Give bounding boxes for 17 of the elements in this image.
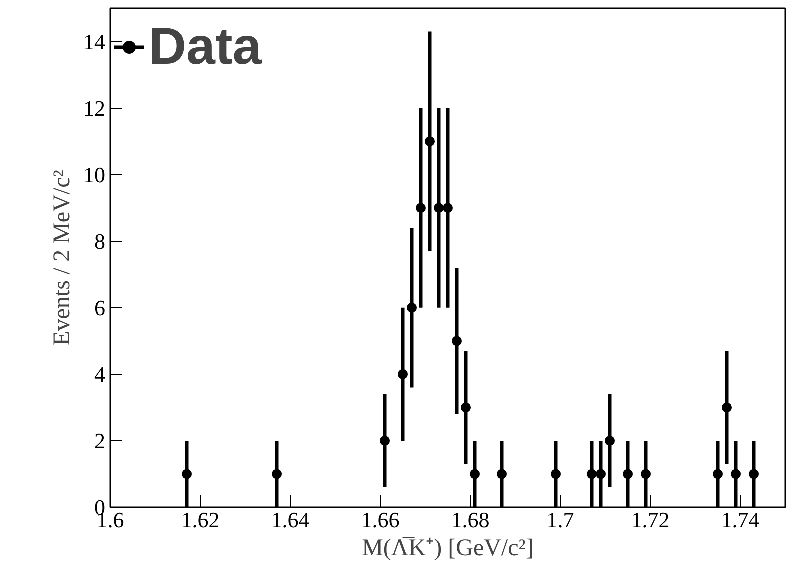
y-tick-label: 2 — [94, 428, 106, 454]
x-tick-label: 1.72 — [631, 508, 670, 532]
y-tick-label: 4 — [94, 362, 106, 387]
legend-label: Data — [149, 17, 262, 78]
x-tick-label: 1.7 — [546, 508, 574, 532]
y-tick-label: 14 — [84, 29, 106, 54]
x-tick-label: 1.66 — [361, 508, 400, 532]
x-tick-label: 1.68 — [451, 508, 490, 532]
y-tick-label: 8 — [94, 228, 106, 254]
x-tick-label: 1.74 — [721, 508, 760, 532]
y-tick-label: 10 — [84, 162, 106, 188]
x-tick-label: 1.64 — [271, 508, 310, 532]
x-axis-title: M(Λ̅K⁺) [GeV/c²] — [362, 536, 534, 562]
y-axis-title: Events / 2 MeV/c² — [50, 170, 76, 346]
y-tick-label: 6 — [94, 295, 106, 320]
y-tick-label: 12 — [84, 96, 106, 121]
x-tick-label: 1.62 — [181, 508, 220, 532]
